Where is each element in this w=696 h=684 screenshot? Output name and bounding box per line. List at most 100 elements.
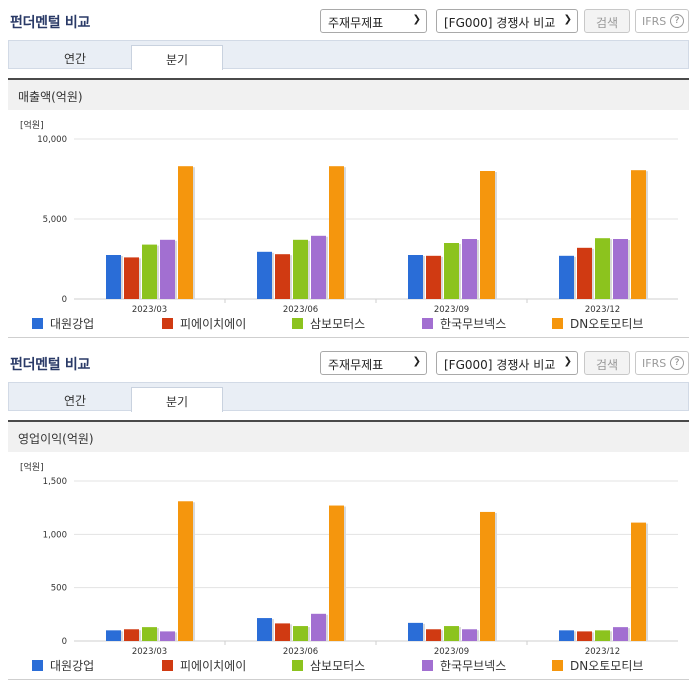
legend-item[interactable]: 대원강업 <box>32 315 94 332</box>
bar <box>480 171 495 299</box>
bar <box>160 631 175 641</box>
tab-quarterly[interactable]: 분기 <box>131 387 223 412</box>
bar <box>178 166 193 299</box>
bar <box>613 239 628 299</box>
bar <box>559 255 574 299</box>
y-tick-label: 500 <box>51 584 67 594</box>
unit-label: [억원] <box>20 463 44 473</box>
statement-select-value: 주재무제표 <box>328 358 384 372</box>
y-tick-label: 1,000 <box>43 530 67 540</box>
bar <box>178 501 193 641</box>
chevron-down-icon: ❯ <box>412 14 421 25</box>
statement-select-value: 주재무제표 <box>328 16 384 30</box>
legend-item[interactable]: DN오토모티브 <box>552 315 643 332</box>
legend-swatch <box>292 318 303 329</box>
bar <box>480 511 495 641</box>
y-tick-label: 10,000 <box>37 135 67 145</box>
bar <box>293 626 308 641</box>
bar <box>124 257 139 299</box>
ifrs-help-button[interactable]: IFRS ? <box>635 9 689 33</box>
fundamental-panel-operating-profit: 펀더멘털 비교 주재무제표 ❯ [FG000] 경쟁사 비교 ❯ 검색 IFRS… <box>0 342 696 684</box>
legend-item[interactable]: 한국무브넥스 <box>422 315 506 332</box>
chevron-down-icon: ❯ <box>563 356 572 367</box>
legend-label: 대원강업 <box>50 659 95 673</box>
bar <box>257 251 272 299</box>
metric-label: 영업이익(억원) <box>8 422 689 452</box>
y-tick-label: 0 <box>62 295 67 305</box>
bar-chart: 0 5,000 10,000 2023/03 2023/06 2023/09 2023/12 <box>37 135 678 312</box>
bar <box>106 630 121 641</box>
sales-chart: 매출액(억원) [억원] 0 5,000 10,000 2023/03 2023/06 2… <box>8 78 689 338</box>
legend-item[interactable]: 한국무브넥스 <box>422 657 506 674</box>
panel-header: 펀더멘털 비교 주재무제표 ❯ [FG000] 경쟁사 비교 ❯ 검색 IFRS… <box>0 342 696 382</box>
legend-label: 한국무브넥스 <box>440 317 507 331</box>
bar <box>311 613 326 641</box>
fundamental-panel-sales: 펀더멘털 비교 주재무제표 ❯ [FG000] 경쟁사 비교 ❯ 검색 IFRS… <box>0 0 696 338</box>
bar <box>595 238 610 299</box>
legend-label: DN오토모티브 <box>570 317 644 331</box>
legend-item[interactable]: 대원강업 <box>32 657 94 674</box>
bar <box>329 166 344 299</box>
chart-legend: 대원강업 피에이치에이 삼보모터스 한국무브넥스 DN오토모티브 <box>8 312 689 332</box>
bar <box>577 247 592 299</box>
legend-label: 피에이치에이 <box>180 659 247 673</box>
legend-swatch <box>32 660 43 671</box>
bar <box>631 522 646 641</box>
statement-select[interactable]: 주재무제표 ❯ <box>320 351 427 375</box>
legend-swatch <box>422 318 433 329</box>
x-tick-label: 2023/06 <box>283 647 318 654</box>
tab-annual[interactable]: 연간 <box>63 52 87 66</box>
bar <box>559 630 574 641</box>
search-button[interactable]: 검색 <box>584 9 630 33</box>
legend-label: 피에이치에이 <box>180 317 247 331</box>
compare-select[interactable]: [FG000] 경쟁사 비교 ❯ <box>436 9 578 33</box>
chart-legend: 대원강업 피에이치에이 삼보모터스 한국무브넥스 DN오토모티브 <box>8 654 689 674</box>
y-tick-label: 0 <box>62 637 67 647</box>
bar <box>462 629 477 641</box>
bar <box>293 239 308 299</box>
bar <box>275 254 290 299</box>
metric-label: 매출액(억원) <box>8 80 689 110</box>
tab-quarterly[interactable]: 분기 <box>131 45 223 70</box>
legend-label: 삼보모터스 <box>310 317 366 331</box>
bar <box>613 627 628 641</box>
bar <box>124 629 139 641</box>
legend-swatch <box>292 660 303 671</box>
compare-select[interactable]: [FG000] 경쟁사 비교 ❯ <box>436 351 578 375</box>
legend-item[interactable]: 삼보모터스 <box>292 657 365 674</box>
panel-header: 펀더멘털 비교 주재무제표 ❯ [FG000] 경쟁사 비교 ❯ 검색 IFRS… <box>0 0 696 40</box>
bar <box>160 239 175 299</box>
question-icon: ? <box>670 14 684 28</box>
statement-select[interactable]: 주재무제표 ❯ <box>320 9 427 33</box>
bar <box>426 255 441 299</box>
bar <box>631 170 646 299</box>
legend-item[interactable]: DN오토모티브 <box>552 657 643 674</box>
bar <box>444 626 459 641</box>
legend-item[interactable]: 피에이치에이 <box>162 657 246 674</box>
period-tabs: 연간 분기 <box>8 382 689 412</box>
bar <box>106 255 121 299</box>
legend-label: 한국무브넥스 <box>440 659 507 673</box>
x-tick-label: 2023/03 <box>132 305 167 312</box>
tab-annual[interactable]: 연간 <box>63 394 87 408</box>
legend-item[interactable]: 피에이치에이 <box>162 315 246 332</box>
legend-swatch <box>32 318 43 329</box>
chevron-down-icon: ❯ <box>563 14 572 25</box>
compare-select-value: [FG000] 경쟁사 비교 <box>444 358 556 372</box>
ifrs-label: IFRS <box>642 357 667 370</box>
legend-swatch <box>162 318 173 329</box>
bar <box>595 630 610 641</box>
legend-swatch <box>162 660 173 671</box>
unit-label: [억원] <box>20 121 44 131</box>
bar <box>142 244 157 299</box>
legend-swatch <box>422 660 433 671</box>
legend-item[interactable]: 삼보모터스 <box>292 315 365 332</box>
panel-title: 펀더멘털 비교 <box>10 15 91 31</box>
x-tick-label: 2023/12 <box>585 647 620 654</box>
bar <box>329 505 344 641</box>
x-tick-label: 2023/09 <box>434 647 469 654</box>
question-icon: ? <box>670 356 684 370</box>
ifrs-label: IFRS <box>642 15 667 28</box>
ifrs-help-button[interactable]: IFRS ? <box>635 351 689 375</box>
search-button[interactable]: 검색 <box>584 351 630 375</box>
